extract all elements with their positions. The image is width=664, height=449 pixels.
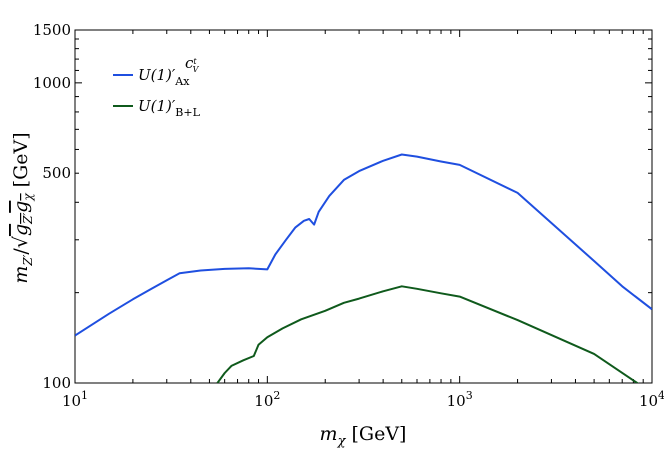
plot-frame xyxy=(74,29,653,384)
y-axis-label: mZ′/√gZ′gχ [GeV] xyxy=(10,132,35,283)
y-tick-label: 100 xyxy=(42,374,71,392)
svg-text:mZ′/√gZ′gχ [GeV]: mZ′/√gZ′gχ [GeV] xyxy=(10,132,35,283)
legend-superscript: ct V xyxy=(185,54,200,74)
x-tick-label: 101 xyxy=(62,389,88,410)
y-tick-label: 1500 xyxy=(33,21,71,39)
y-tick-label: 500 xyxy=(42,164,71,182)
x-axis-label: mχ [GeV] xyxy=(320,423,407,449)
series-layer xyxy=(75,153,652,383)
ticks: 101 102 103 104 100 500 1000 1500 xyxy=(33,21,664,410)
series-line-0 xyxy=(75,153,652,337)
y-tick-label: 1000 xyxy=(33,74,71,92)
series-line-1 xyxy=(216,285,640,383)
x-tick-label: 102 xyxy=(254,389,280,410)
legend-label-1: U(1)′B+L xyxy=(138,97,201,119)
x-tick-label: 104 xyxy=(639,389,664,410)
x-tick-label: 103 xyxy=(447,389,473,410)
legend-label-0: U(1)′Ax xyxy=(138,66,190,88)
